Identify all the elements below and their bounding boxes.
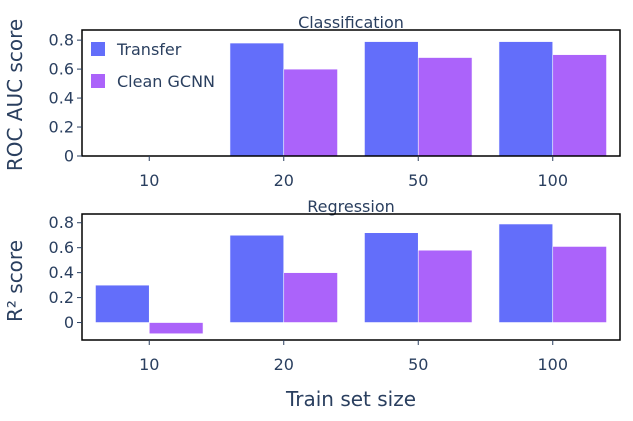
regression-x-tick-label-10: 10 — [139, 355, 159, 374]
classification-x-tick-label-50: 50 — [408, 171, 428, 190]
classification-y-tick-label-1: 0.2 — [49, 118, 74, 137]
regression-bar-transfer-100 — [498, 223, 554, 323]
regression-y-tick-label-1: 0.2 — [49, 288, 74, 307]
regression-bar-transfer-10 — [95, 284, 150, 323]
regression-bar-clean-gcnn-50 — [417, 249, 473, 323]
regression-title: Regression — [307, 197, 395, 216]
regression-y-tick-label-3: 0.6 — [49, 238, 74, 257]
classification-title: Classification — [298, 13, 404, 32]
regression-bars — [95, 223, 607, 335]
regression-x-tick-label-100: 100 — [537, 355, 568, 374]
classification-y-axis-title: ROC AUC score — [3, 19, 27, 171]
classification-x-tick-label-100: 100 — [537, 171, 568, 190]
x-axis-title: Train set size — [285, 387, 416, 411]
regression-bar-transfer-20 — [229, 234, 285, 323]
regression-x-ticks: 10 20 50 100 — [139, 340, 568, 374]
regression-bar-clean-gcnn-10 — [148, 322, 204, 335]
classification-bars — [229, 41, 607, 157]
classification-x-tick-label-20: 20 — [274, 171, 294, 190]
regression-bar-clean-gcnn-100 — [552, 246, 607, 323]
classification-bar-transfer-100 — [498, 41, 554, 157]
regression-x-tick-label-50: 50 — [408, 355, 428, 374]
regression-x-tick-label-20: 20 — [274, 355, 294, 374]
legend-label-transfer: Transfer — [116, 40, 182, 59]
classification-bar-transfer-50 — [364, 41, 419, 157]
classification-bar-transfer-20 — [229, 42, 285, 157]
regression-y-tick-label-4: 0.8 — [49, 213, 74, 232]
classification-x-tick-label-10: 10 — [139, 171, 159, 190]
legend-swatch-clean-gcnn — [91, 74, 105, 88]
classification-plot-frame — [81, 29, 621, 157]
classification-bar-clean-gcnn-50 — [417, 57, 473, 157]
classification-panel: Classification ROC AUC score 00.20.40.60… — [3, 13, 621, 190]
regression-y-ticks: 0 0.2 0.4 0.6 0.8 — [49, 213, 82, 332]
regression-plot-frame — [81, 213, 621, 341]
classification-bar-clean-gcnn-20 — [283, 68, 338, 157]
classification-y-tick-label-2: 0.4 — [49, 89, 74, 108]
regression-y-axis-title: R² score — [3, 240, 27, 322]
legend-swatch-transfer — [91, 42, 105, 56]
classification-bar-clean-gcnn-100 — [552, 54, 607, 157]
classification-y-ticks: 0 0.2 0.4 0.6 0.8 — [49, 31, 82, 166]
regression-bar-clean-gcnn-20 — [283, 272, 338, 323]
classification-y-tick-label-4: 0.8 — [49, 31, 74, 50]
legend: Transfer Clean GCNN — [91, 40, 215, 91]
classification-x-ticks: 10 20 50 100 — [139, 156, 568, 190]
regression-y-tick-label-0: 0 — [64, 313, 74, 332]
classification-y-tick-label-0: 0 — [64, 147, 74, 166]
legend-label-clean-gcnn: Clean GCNN — [117, 72, 215, 91]
regression-panel: Regression R² score 0 0.2 0.4 0.6 0.8 10 20 50… — [3, 197, 621, 374]
classification-y-tick-label-3: 0.6 — [49, 60, 74, 79]
regression-y-tick-label-2: 0.4 — [49, 263, 74, 282]
regression-bar-transfer-50 — [364, 232, 419, 323]
